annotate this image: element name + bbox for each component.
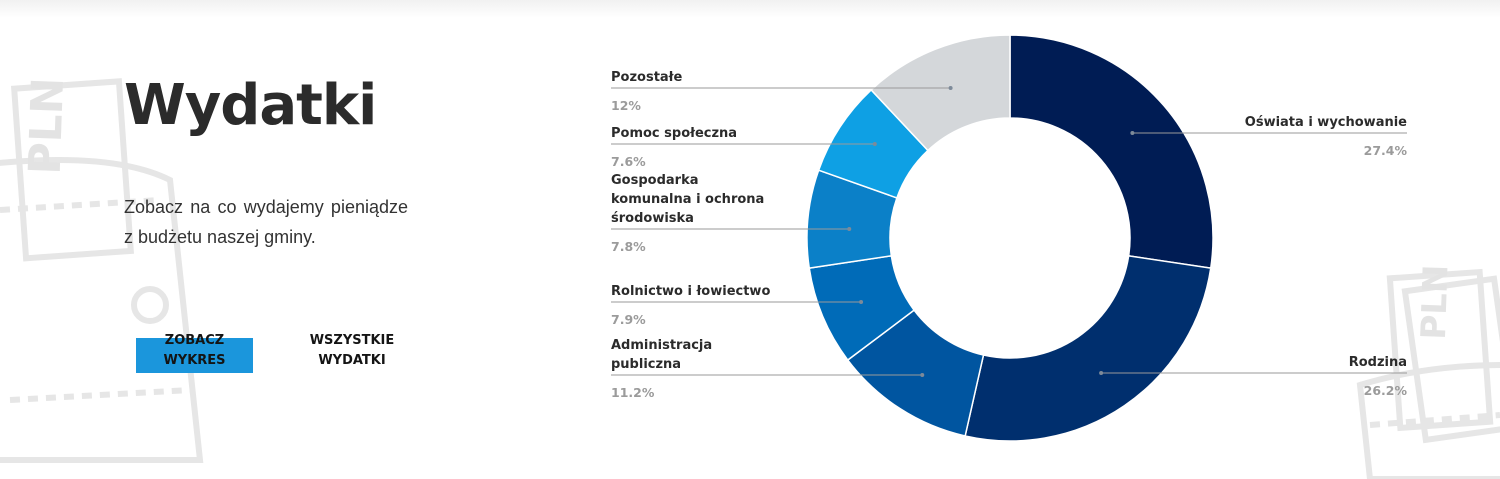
show-chart-button-bg: [136, 338, 253, 373]
slice-label: Rodzina: [1349, 355, 1407, 370]
intro-text: Zobacz na co wydajemy pieniądze z budżet…: [124, 197, 408, 247]
all-expenses-button-label: WSZYSTKIE WYDATKI: [309, 332, 395, 368]
leader-dot: [948, 86, 953, 90]
leader-dot: [859, 300, 864, 304]
donut-slice[interactable]: [870, 34, 1011, 152]
donut-slice[interactable]: [964, 254, 1212, 442]
top-gradient-strip: [0, 0, 1500, 18]
show-chart-button[interactable]: ZOBACZ WYKRES: [136, 328, 253, 373]
slice-value-label: 7.8%: [611, 239, 646, 254]
slice-value-label: 7.9%: [611, 312, 646, 327]
leader-dot: [847, 227, 852, 231]
wallet-illustration-left: PLN: [0, 77, 204, 463]
wallet-pln-text-right: PLN: [1414, 265, 1457, 340]
slice-label: Gospodarka komunalna i ochrona środowiska: [611, 173, 764, 226]
all-expenses-button[interactable]: WSZYSTKIE WYDATKI: [290, 328, 414, 373]
slice-value-label: 7.6%: [611, 154, 646, 169]
wallet-illustration-right: PLN: [1356, 265, 1500, 479]
slice-label: Pomoc społeczna: [611, 126, 737, 141]
show-chart-button-label: ZOBACZ WYKRES: [163, 332, 226, 368]
slice-label: Administracja publiczna: [611, 338, 712, 372]
donut-slice[interactable]: [1009, 34, 1214, 270]
slice-value-label: 27.4%: [1364, 143, 1408, 158]
leader-dot: [1130, 131, 1135, 135]
slice-label: Oświata i wychowanie: [1245, 115, 1407, 130]
leader-dot: [920, 373, 925, 377]
leader-dot: [1099, 371, 1104, 375]
slice-value-label: 12%: [611, 98, 641, 113]
leader-dot: [872, 142, 877, 146]
slice-label: Rolnictwo i łowiectwo: [611, 284, 770, 299]
page-title: Wydatki: [124, 73, 377, 138]
slice-label: Pozostałe: [611, 70, 683, 85]
slice-value-label: 11.2%: [611, 385, 655, 400]
slice-value-label: 26.2%: [1364, 383, 1408, 398]
wallet-pln-text: PLN: [20, 77, 74, 176]
